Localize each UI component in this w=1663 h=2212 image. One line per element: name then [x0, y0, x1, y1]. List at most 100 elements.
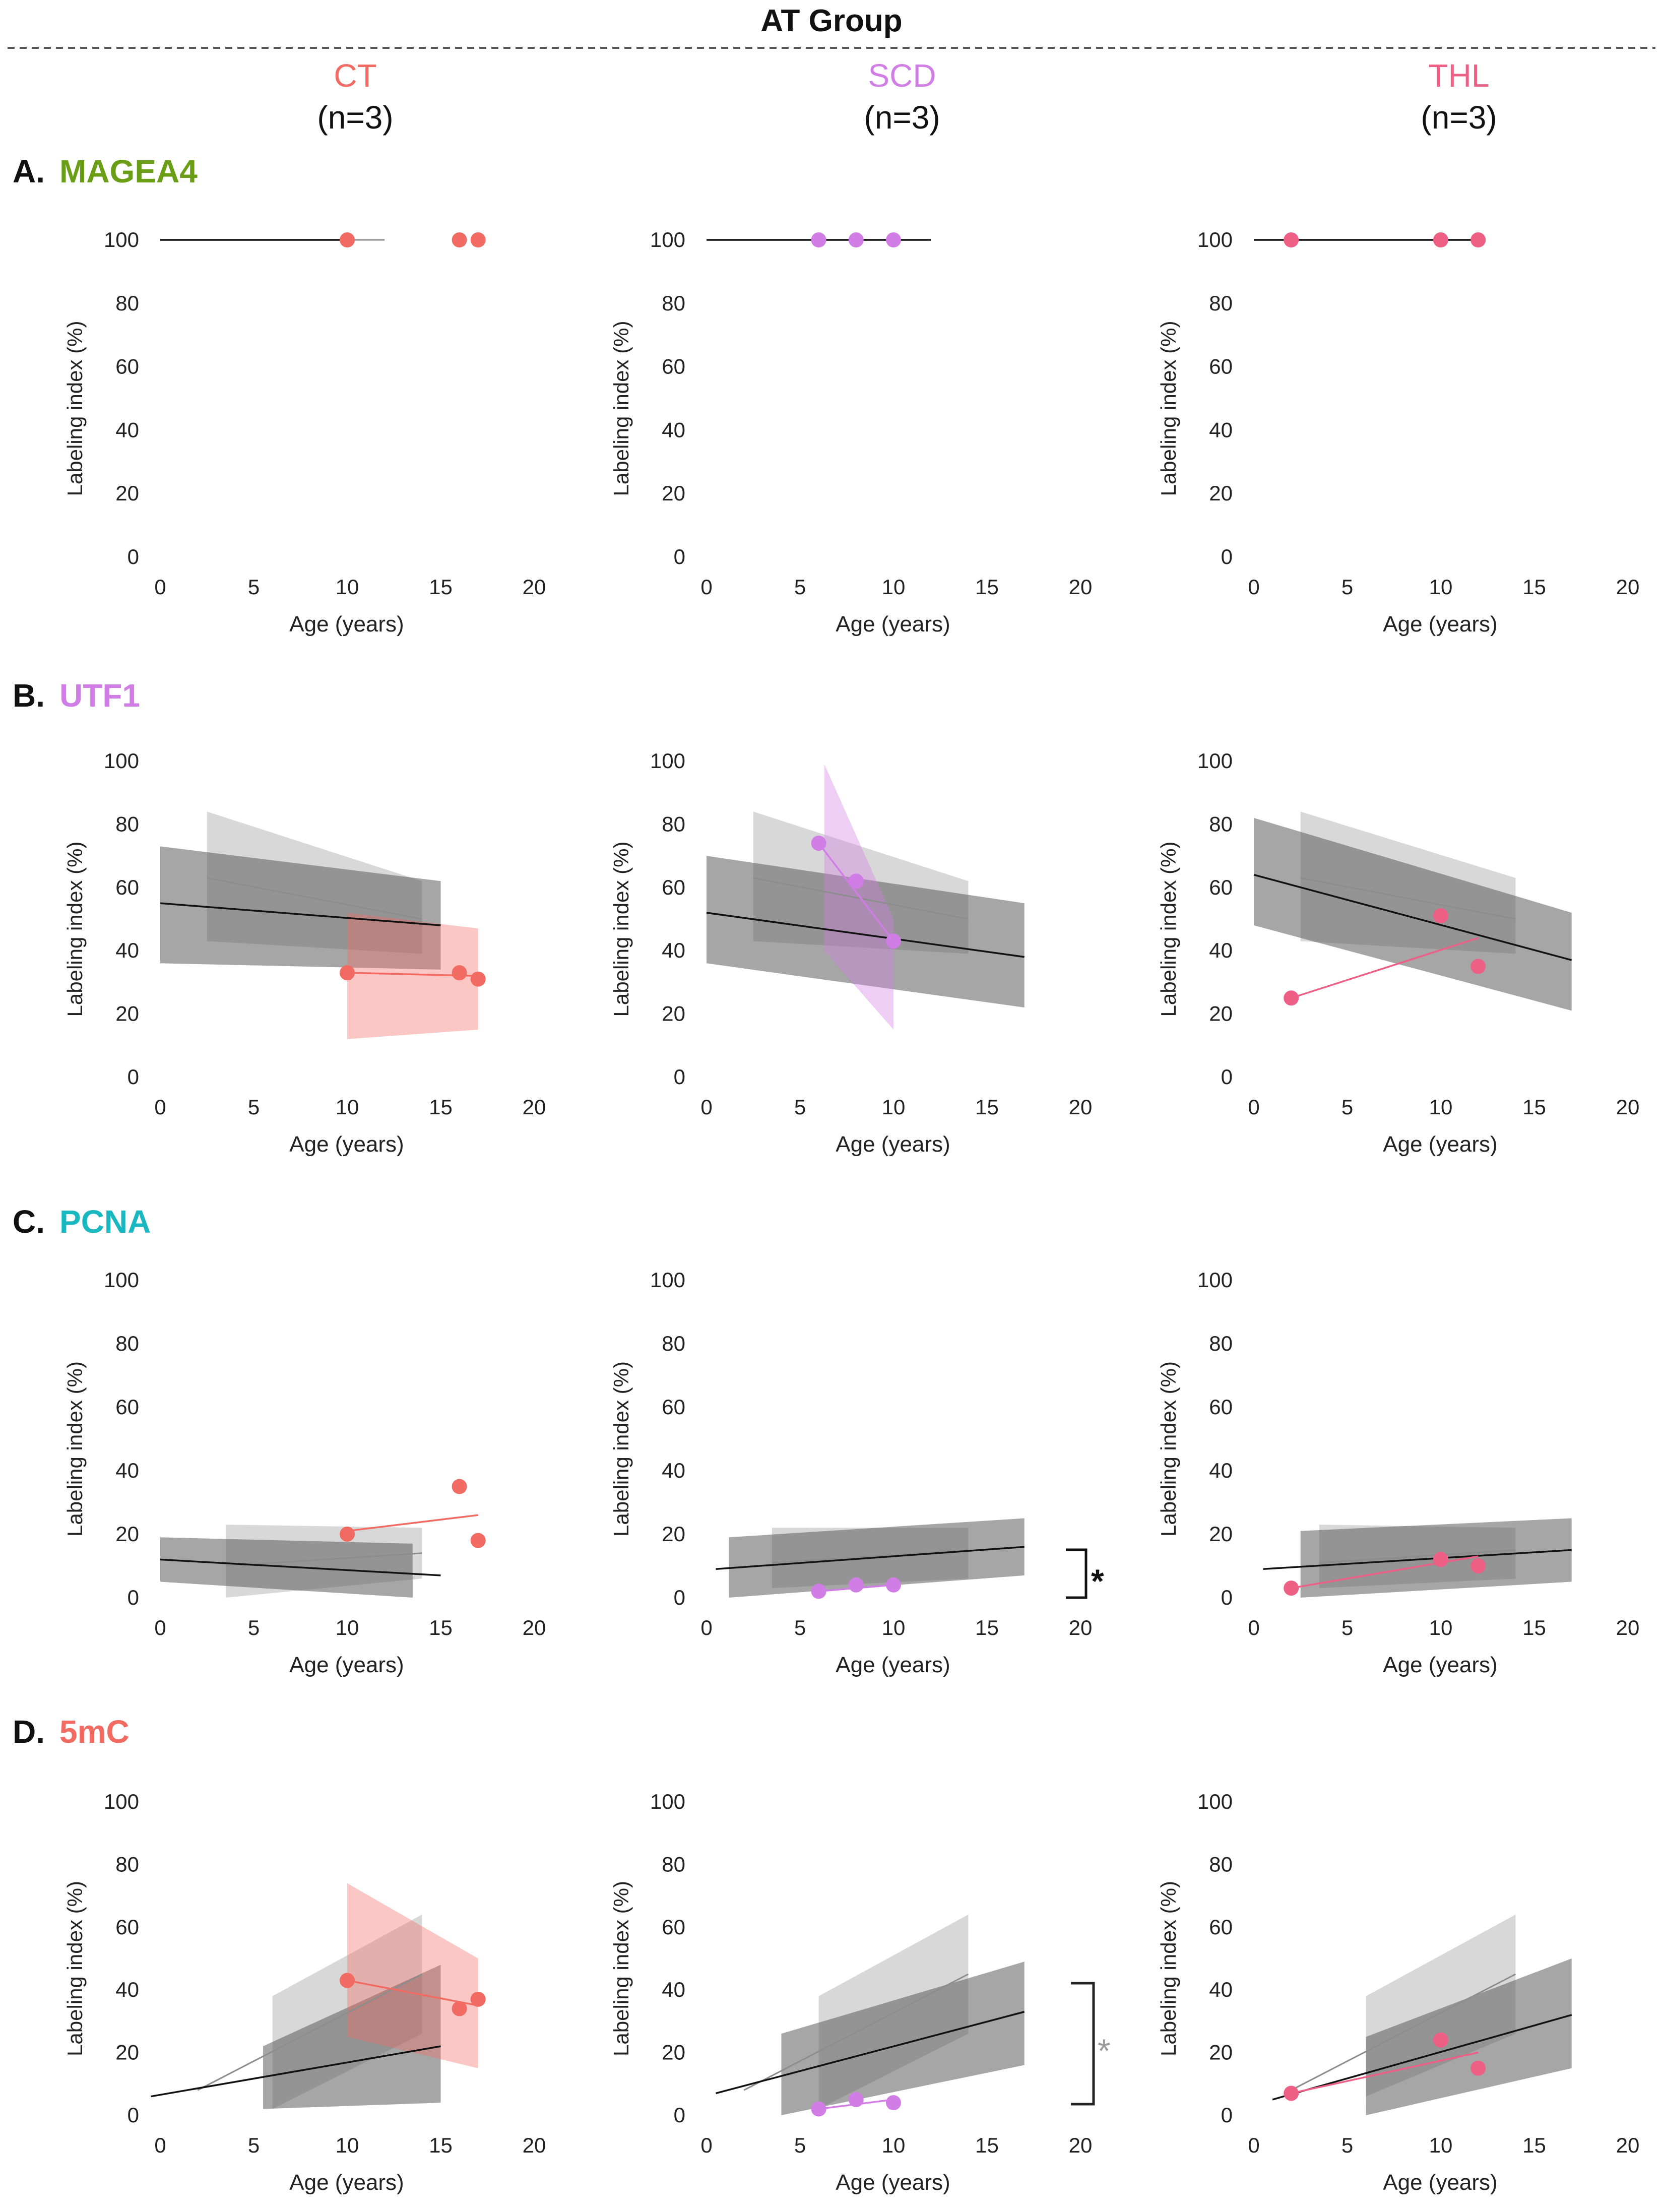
- x-tick-label: 15: [429, 575, 453, 599]
- data-point: [1433, 2032, 1448, 2048]
- x-tick-label: 20: [1616, 575, 1640, 599]
- x-tick-label: 5: [248, 1095, 260, 1119]
- y-tick-label: 100: [1197, 228, 1233, 251]
- regression-line-light: [772, 1549, 969, 1564]
- y-tick-label: 40: [662, 1459, 685, 1482]
- data-point: [340, 1527, 355, 1542]
- column-n-thl: (n=3): [1421, 99, 1497, 136]
- x-tick-label: 5: [1341, 2133, 1353, 2157]
- x-tick-label: 15: [975, 2133, 999, 2157]
- y-tick-label: 100: [1197, 1268, 1233, 1292]
- x-tick-label: 0: [1248, 1095, 1259, 1119]
- y-tick-label: 20: [662, 1522, 685, 1546]
- y-tick-label: 40: [1209, 418, 1233, 441]
- y-tick-label: 20: [115, 1002, 139, 1026]
- y-tick-label: 0: [127, 2103, 139, 2127]
- x-axis-label: Age (years): [836, 1653, 950, 1677]
- confidence-band-dark: [707, 856, 1025, 1008]
- y-axis-label: Labeling index (%): [63, 321, 87, 496]
- data-point: [470, 1991, 486, 2007]
- bracket-line-5mc: [1071, 1982, 1095, 2106]
- x-axis-label: Age (years): [1383, 1653, 1497, 1677]
- row-marker-utf1: UTF1: [59, 677, 140, 714]
- y-tick-label: 60: [1209, 355, 1233, 378]
- x-tick-label: 0: [154, 1095, 166, 1119]
- x-tick-label: 5: [1341, 1616, 1353, 1639]
- row-label-c: C. PCNA: [13, 1204, 151, 1240]
- row-letter-c: C.: [13, 1204, 45, 1240]
- y-tick-label: 0: [1221, 1586, 1233, 1609]
- regression-line-group: [1291, 2051, 1479, 2095]
- x-axis-label: Age (years): [289, 2170, 404, 2195]
- panel-magea4-scd: 0 20 40 60 80 100 0 5 10 15 20 Age (years) Labeling …: [609, 228, 1092, 637]
- x-tick-label: 5: [1341, 575, 1353, 599]
- data-point: [886, 232, 901, 247]
- y-axis-label: Labeling index (%): [1157, 1361, 1180, 1537]
- y-tick-label: 40: [662, 418, 685, 441]
- data-point: [1470, 1558, 1486, 1573]
- row-letter-b: B.: [13, 677, 45, 714]
- y-tick-label: 60: [662, 1915, 685, 1939]
- regression-line-light: [1300, 877, 1516, 920]
- regression-line-dark: [160, 1558, 441, 1576]
- column-label-thl: THL: [1429, 57, 1490, 94]
- y-tick-label: 20: [662, 481, 685, 505]
- y-tick-label: 80: [662, 812, 685, 836]
- data-point: [452, 2001, 467, 2016]
- x-tick-label: 20: [1069, 1095, 1093, 1119]
- x-tick-label: 0: [1248, 2133, 1259, 2157]
- y-tick-label: 0: [674, 2103, 685, 2127]
- x-axis-label: Age (years): [289, 612, 404, 637]
- y-axis-label: Labeling index (%): [609, 1361, 633, 1537]
- data-point: [1284, 1581, 1299, 1596]
- regression-line-light: [225, 1552, 422, 1567]
- y-tick-label: 60: [1209, 1395, 1233, 1419]
- x-tick-label: 10: [336, 1616, 359, 1639]
- confidence-band-dark: [160, 846, 441, 970]
- x-axis-label: Age (years): [836, 1132, 950, 1157]
- row-label-b: B. UTF1: [13, 677, 140, 714]
- panel-utf1-ct: 0 20 40 60 80 100 0 5 10 15 20 Age (years) Labeling …: [63, 749, 546, 1157]
- regression-line-dark: [1263, 1549, 1572, 1570]
- y-tick-label: 80: [662, 1332, 685, 1355]
- y-tick-label: 40: [1209, 938, 1233, 962]
- regression-line-dark: [716, 1546, 1025, 1570]
- confidence-band-dark: [781, 1962, 1025, 2115]
- data-point: [811, 836, 826, 851]
- regression-line-group: [818, 842, 894, 942]
- y-tick-label: 0: [674, 1065, 685, 1089]
- x-tick-label: 20: [523, 1095, 546, 1119]
- x-tick-label: 20: [523, 1616, 546, 1639]
- panel-pcna-ct: 0 20 40 60 80 100 0 5 10 15 20 Age (years) Labeling …: [63, 1268, 546, 1677]
- y-tick-label: 100: [650, 1790, 685, 1813]
- x-tick-label: 10: [882, 2133, 906, 2157]
- x-tick-label: 0: [154, 1616, 166, 1639]
- row-letter-d: D.: [13, 1714, 45, 1750]
- y-tick-label: 40: [115, 938, 139, 962]
- y-axis-label: Labeling index (%): [1157, 1881, 1180, 2056]
- bracket-line-pcna: [1066, 1548, 1088, 1599]
- y-tick-label: 60: [1209, 875, 1233, 899]
- y-tick-label: 20: [1209, 1522, 1233, 1546]
- x-tick-label: 5: [1341, 1095, 1353, 1119]
- data-point: [1470, 232, 1486, 247]
- x-tick-label: 20: [1616, 2133, 1640, 2157]
- x-tick-label: 5: [794, 575, 806, 599]
- y-tick-label: 20: [115, 481, 139, 505]
- y-tick-label: 80: [115, 812, 139, 836]
- x-tick-label: 15: [429, 2133, 453, 2157]
- data-point: [886, 933, 901, 949]
- y-tick-label: 40: [1209, 1978, 1233, 2001]
- y-tick-label: 0: [674, 545, 685, 568]
- row-marker-pcna: PCNA: [59, 1204, 151, 1240]
- y-tick-label: 100: [104, 749, 139, 773]
- x-axis-label: Age (years): [289, 1132, 404, 1157]
- regression-line-dark: [706, 912, 1025, 958]
- y-axis-label: Labeling index (%): [609, 321, 633, 496]
- data-point: [848, 873, 864, 889]
- x-axis-label: Age (years): [836, 2170, 950, 2195]
- regression-line-dark: [1272, 2014, 1572, 2101]
- y-tick-label: 0: [674, 1586, 685, 1609]
- x-tick-label: 0: [700, 1095, 712, 1119]
